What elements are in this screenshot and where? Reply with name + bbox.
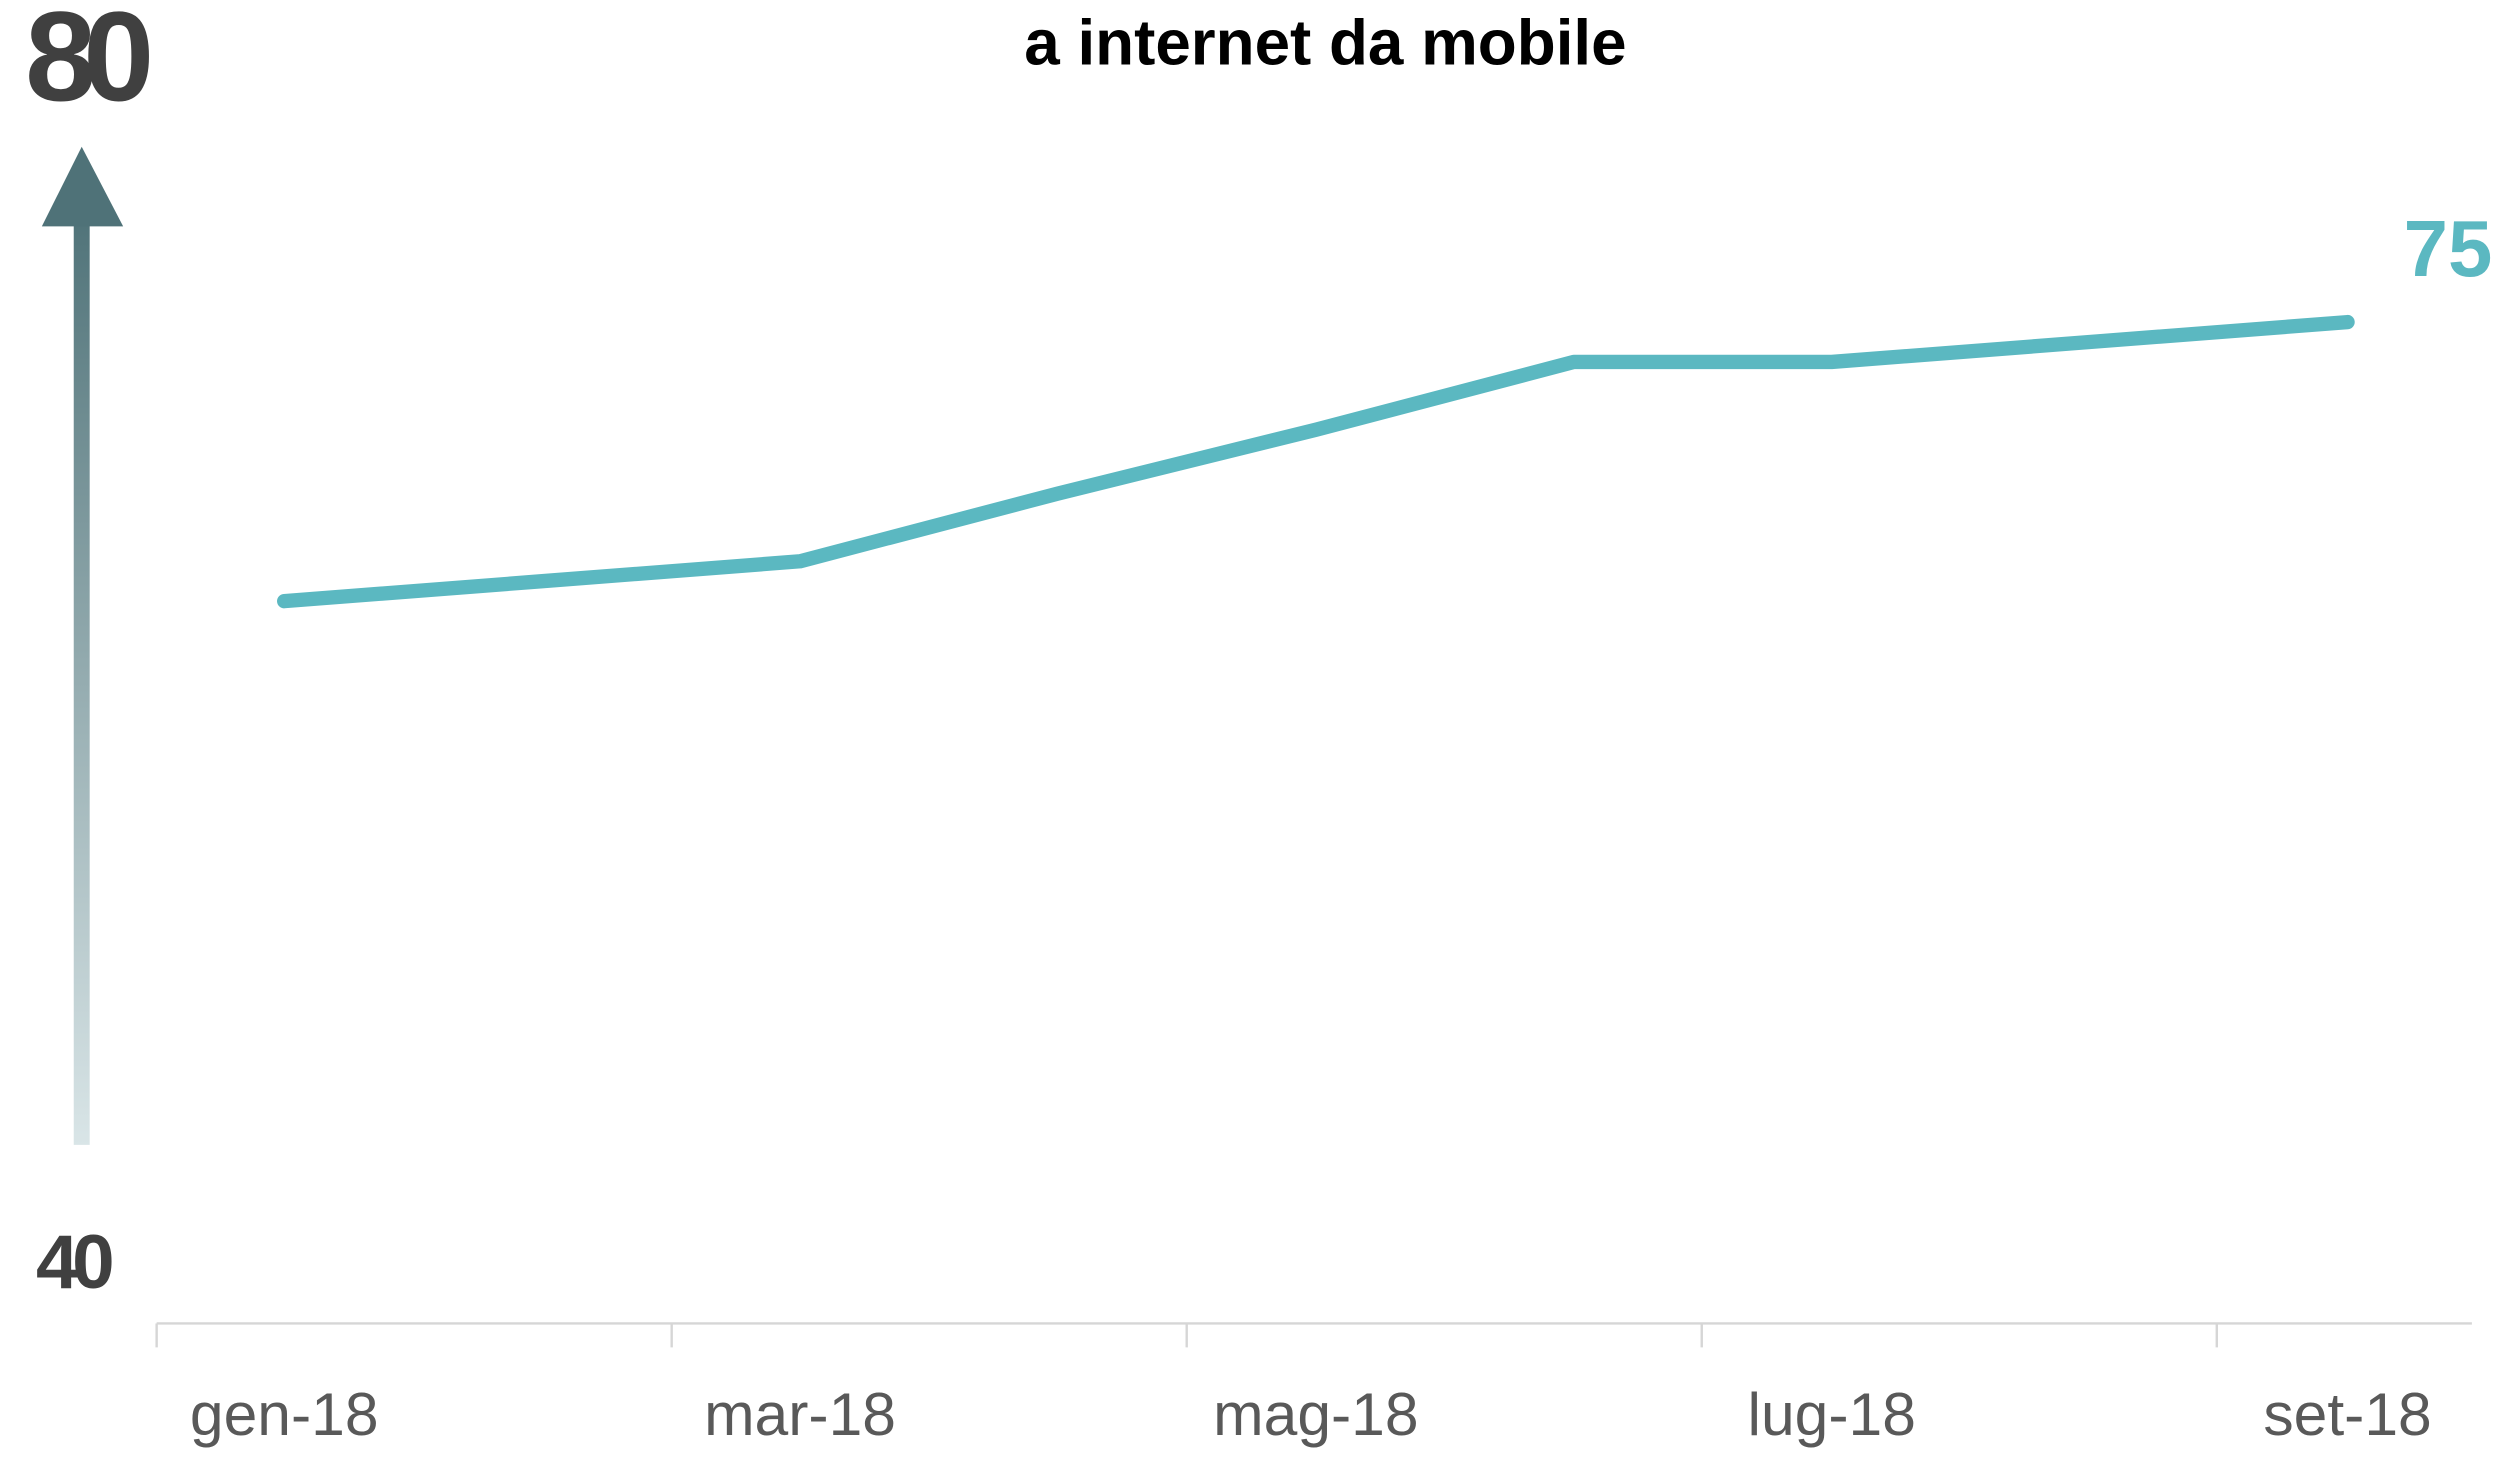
y-tick-label: 40 bbox=[36, 1220, 112, 1305]
x-tick-label: mag-18 bbox=[1213, 1380, 1418, 1448]
x-tick-label: mar-18 bbox=[704, 1380, 896, 1448]
value-label: 75 bbox=[2404, 204, 2493, 293]
axis-arrow-head bbox=[41, 146, 124, 227]
x-tick-label: lug-18 bbox=[1748, 1380, 1916, 1448]
chart-title: a internet da mobile bbox=[1024, 7, 1626, 79]
x-tick-label: set-18 bbox=[2263, 1380, 2431, 1448]
y-tick-label: 80 bbox=[25, 0, 149, 129]
axis-arrow-shaft bbox=[73, 207, 90, 1145]
x-tick-label: gen-18 bbox=[190, 1380, 379, 1448]
data-line bbox=[277, 314, 2355, 609]
